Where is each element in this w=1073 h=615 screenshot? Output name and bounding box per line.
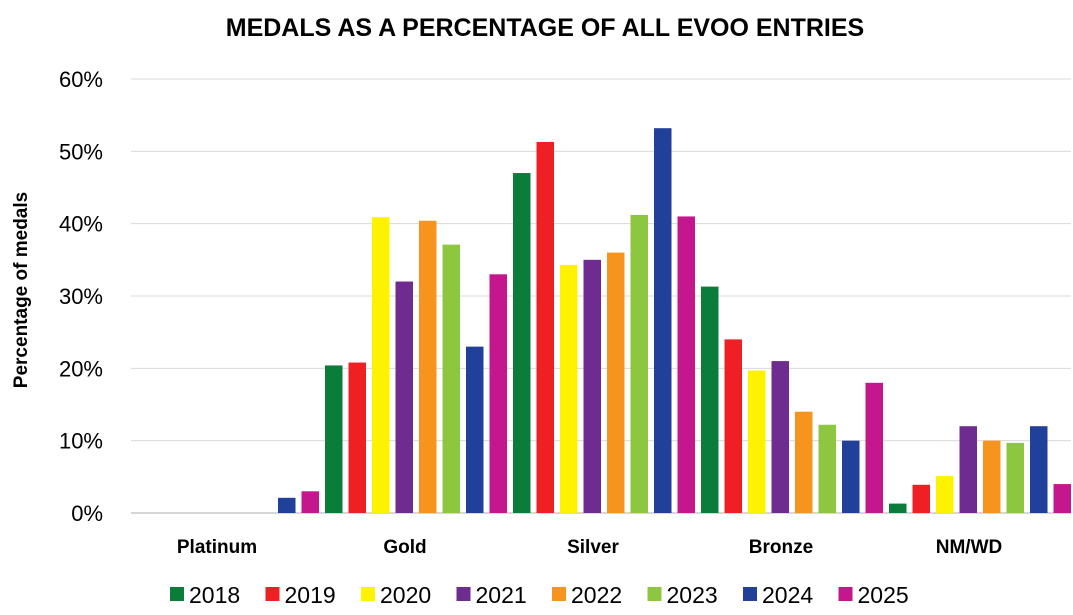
bar-2024-silver — [654, 128, 672, 514]
legend-swatch — [265, 587, 280, 601]
bar-2022-nm-wd — [983, 440, 1001, 513]
legend-label: 2025 — [858, 582, 909, 608]
bar-2023-silver — [630, 214, 648, 513]
legend-swatch — [361, 587, 375, 601]
bar-2020-bronze — [748, 370, 766, 513]
bar-2021-gold — [395, 281, 413, 513]
bar-2023-bronze — [818, 424, 836, 513]
bar-2021-nm-wd — [959, 426, 977, 513]
bar-2025-silver — [677, 216, 695, 513]
bar-2019-bronze — [724, 339, 742, 513]
x-tick-label: NM/WD — [936, 537, 1002, 558]
bar-2018-bronze — [701, 286, 719, 513]
bar-2020-silver — [560, 264, 578, 513]
x-axis-ticks: Platinum Gold Silver Bronze NM/WD — [177, 537, 1002, 558]
bar-2018-silver — [513, 173, 531, 514]
bar-2024-gold — [466, 346, 484, 513]
y-axis-ticks: 0% 10% 20% 30% 40% 50% 60% — [59, 67, 103, 526]
bar-2022-gold — [419, 220, 437, 514]
legend-swatch — [552, 587, 566, 601]
bars — [278, 128, 1071, 514]
legend-label: 2019 — [285, 582, 336, 608]
legend: 2018 2019 2020 2021 2022 2023 2024 2025 — [170, 582, 909, 608]
bar-2018-gold — [325, 365, 343, 513]
y-tick-label: 40% — [59, 212, 103, 237]
x-tick-label: Gold — [383, 537, 426, 558]
bar-2022-bronze — [795, 411, 813, 513]
legend-label: 2022 — [571, 582, 622, 608]
bar-2024-platinum — [278, 497, 296, 513]
x-tick-label: Silver — [567, 537, 619, 558]
bar-2025-bronze — [865, 382, 883, 513]
legend-label: 2021 — [476, 582, 527, 608]
y-tick-label: 10% — [59, 429, 103, 454]
y-axis-label: Percentage of medals — [11, 192, 32, 388]
y-tick-label: 20% — [59, 356, 103, 381]
legend-swatch — [456, 587, 471, 601]
legend-swatch — [170, 587, 184, 601]
bar-2019-silver — [536, 141, 554, 513]
bar-2025-nm-wd — [1053, 484, 1071, 513]
legend-swatch — [743, 587, 757, 601]
y-tick-label: 50% — [59, 139, 103, 164]
bar-2024-nm-wd — [1030, 426, 1048, 513]
legend-label: 2024 — [762, 582, 813, 608]
bar-2020-gold — [372, 217, 390, 513]
y-tick-label: 0% — [71, 501, 103, 526]
y-tick-label: 30% — [59, 284, 103, 309]
legend-label: 2020 — [380, 582, 431, 608]
x-tick-label: Bronze — [749, 537, 813, 558]
legend-swatch — [647, 587, 662, 601]
bar-2022-silver — [607, 252, 625, 513]
legend-label: 2023 — [667, 582, 718, 608]
bar-2025-platinum — [301, 491, 319, 513]
x-tick-label: Platinum — [177, 537, 257, 558]
bar-2023-nm-wd — [1006, 442, 1024, 513]
bar-2019-nm-wd — [912, 484, 930, 513]
legend-swatch — [838, 587, 853, 601]
bar-2021-silver — [583, 259, 601, 513]
bar-2021-bronze — [771, 361, 789, 513]
bar-2020-nm-wd — [936, 476, 954, 513]
y-tick-label: 60% — [59, 67, 103, 92]
bar-2023-gold — [442, 244, 460, 514]
bar-2025-gold — [489, 274, 507, 513]
chart-title: MEDALS AS A PERCENTAGE OF ALL EVOO ENTRI… — [226, 14, 864, 42]
bar-2024-bronze — [842, 440, 860, 513]
bar-2019-gold — [348, 362, 366, 513]
legend-label: 2018 — [189, 582, 240, 608]
bar-2018-nm-wd — [889, 503, 907, 513]
